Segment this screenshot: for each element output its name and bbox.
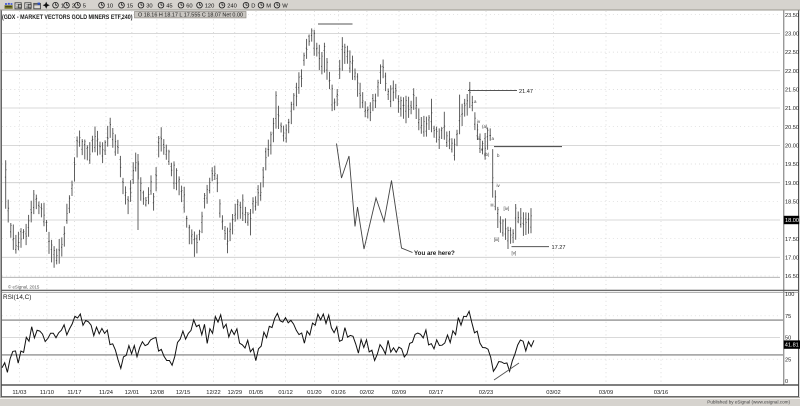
svg-text:12/08: 12/08 bbox=[150, 390, 165, 396]
svg-text:41.81: 41.81 bbox=[785, 343, 799, 349]
svg-text:D: D bbox=[251, 4, 255, 10]
svg-text:5: 5 bbox=[83, 4, 86, 10]
svg-text:45: 45 bbox=[166, 4, 172, 10]
svg-text:23.50: 23.50 bbox=[785, 13, 799, 19]
svg-text:02/23: 02/23 bbox=[479, 390, 494, 396]
svg-text:02/17: 02/17 bbox=[429, 390, 444, 396]
svg-text:Published by eSignal (www.esig: Published by eSignal (www.esignal.com) bbox=[707, 399, 790, 404]
svg-text:v: v bbox=[481, 147, 484, 152]
svg-text:03/02: 03/02 bbox=[546, 390, 561, 396]
svg-text:iii: iii bbox=[491, 203, 494, 208]
svg-text:19.00: 19.00 bbox=[785, 181, 799, 187]
svg-text:2: 2 bbox=[72, 4, 75, 10]
svg-text:22.50: 22.50 bbox=[785, 50, 799, 56]
svg-text:21.47: 21.47 bbox=[519, 89, 533, 95]
svg-text:11/24: 11/24 bbox=[99, 390, 114, 396]
svg-text:02/09: 02/09 bbox=[392, 390, 407, 396]
svg-text:12/29: 12/29 bbox=[228, 390, 243, 396]
svg-text:60: 60 bbox=[186, 4, 192, 10]
svg-text:12/15: 12/15 bbox=[176, 390, 191, 396]
svg-text:16.50: 16.50 bbox=[785, 274, 799, 280]
svg-text:75: 75 bbox=[785, 314, 791, 320]
svg-text:iv: iv bbox=[477, 119, 481, 124]
svg-text:0: 0 bbox=[785, 379, 788, 385]
svg-text:11/03: 11/03 bbox=[12, 390, 26, 396]
svg-text:20.50: 20.50 bbox=[785, 125, 799, 131]
svg-text:© eSignal, 2015: © eSignal, 2015 bbox=[8, 285, 40, 290]
svg-text:240: 240 bbox=[227, 4, 237, 10]
svg-text:23.00: 23.00 bbox=[785, 32, 799, 38]
svg-text:RSI(14,C): RSI(14,C) bbox=[3, 294, 31, 301]
svg-text:21.50: 21.50 bbox=[785, 88, 799, 94]
svg-text:21.00: 21.00 bbox=[785, 106, 799, 112]
svg-text:01/05: 01/05 bbox=[249, 390, 264, 396]
svg-text:12/22: 12/22 bbox=[206, 390, 221, 396]
svg-text:(a): (a) bbox=[482, 124, 488, 129]
svg-text:W: W bbox=[282, 4, 288, 10]
svg-text:[v]: [v] bbox=[512, 251, 517, 256]
svg-text:[iv]: [iv] bbox=[504, 206, 510, 211]
svg-text:a: a bbox=[492, 136, 495, 141]
svg-text:M: M bbox=[266, 4, 271, 10]
svg-text:01/26: 01/26 bbox=[331, 390, 346, 396]
svg-text:100: 100 bbox=[785, 292, 794, 298]
svg-text:15: 15 bbox=[127, 4, 133, 10]
svg-text:01/12: 01/12 bbox=[278, 390, 293, 396]
svg-text:You are here?: You are here? bbox=[414, 250, 455, 257]
svg-text:17.50: 17.50 bbox=[785, 237, 799, 243]
svg-text:[iii]: [iii] bbox=[494, 237, 499, 242]
svg-text:18.50: 18.50 bbox=[785, 199, 799, 205]
svg-text:20.00: 20.00 bbox=[785, 144, 799, 150]
svg-text:12/01: 12/01 bbox=[125, 390, 140, 396]
svg-text:iii: iii bbox=[477, 136, 480, 141]
svg-text:(b): (b) bbox=[484, 152, 490, 157]
svg-text:11/10: 11/10 bbox=[40, 390, 54, 396]
svg-text:a: a bbox=[474, 99, 477, 104]
svg-text:(GDX - MARKET VECTORS GOLD MIN: (GDX - MARKET VECTORS GOLD MINERS ETF,24… bbox=[2, 15, 133, 21]
svg-text:17.27: 17.27 bbox=[552, 245, 566, 251]
svg-text:25: 25 bbox=[785, 357, 791, 363]
svg-text:b: b bbox=[497, 153, 500, 158]
svg-text:03/16: 03/16 bbox=[654, 390, 669, 396]
svg-text:11/17: 11/17 bbox=[67, 390, 81, 396]
svg-text:01/20: 01/20 bbox=[307, 390, 322, 396]
svg-text:O 18.16 H 18.17 L 17.555: O 18.16 H 18.17 L 17.555 C 18.07 Net 0.0… bbox=[138, 13, 243, 19]
svg-text:22.00: 22.00 bbox=[785, 69, 799, 75]
svg-text:18.00: 18.00 bbox=[785, 218, 799, 224]
svg-text:19.50: 19.50 bbox=[785, 162, 799, 168]
svg-text:03/09: 03/09 bbox=[599, 390, 614, 396]
svg-text:17.00: 17.00 bbox=[785, 255, 799, 261]
svg-text:1: 1 bbox=[61, 4, 64, 10]
svg-text:10: 10 bbox=[107, 4, 113, 10]
svg-text:iv: iv bbox=[497, 183, 501, 188]
svg-text:02/02: 02/02 bbox=[360, 390, 375, 396]
svg-text:120: 120 bbox=[205, 4, 215, 10]
svg-text:30: 30 bbox=[146, 4, 152, 10]
svg-text:50: 50 bbox=[785, 336, 791, 342]
